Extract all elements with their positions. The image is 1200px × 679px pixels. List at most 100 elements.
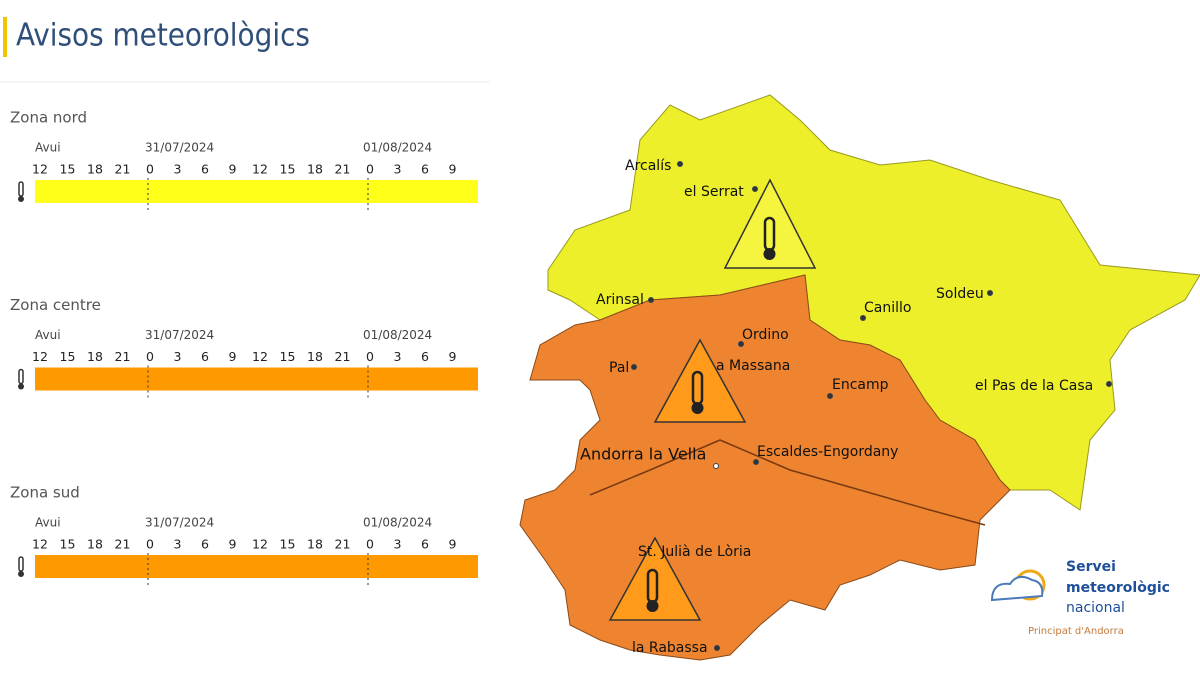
hour-label: 3 — [174, 162, 182, 177]
hour-label: 6 — [421, 349, 429, 364]
thermometer-icon — [18, 196, 24, 202]
hour-label: 3 — [174, 349, 182, 364]
place-label: la Rabassa — [632, 640, 708, 656]
hour-label: 9 — [229, 349, 237, 364]
hour-label: 3 — [394, 537, 402, 552]
day-label: Avui — [35, 328, 61, 342]
hour-label: 15 — [60, 162, 76, 177]
day-label: 01/08/2024 — [363, 516, 432, 530]
place-label: el Serrat — [684, 184, 744, 200]
day-label: 01/08/2024 — [363, 141, 432, 155]
hour-label: 18 — [307, 162, 323, 177]
place-label: Canillo — [864, 300, 911, 316]
hour-label: 12 — [32, 537, 48, 552]
place-label: Andorra la Vella — [580, 445, 706, 464]
hour-label: 3 — [394, 162, 402, 177]
day-label: 01/08/2024 — [363, 328, 432, 342]
warning-icon — [653, 338, 747, 423]
place-dot — [753, 459, 759, 465]
place-label: Escaldes-Engordany — [757, 444, 898, 460]
hour-label: 0 — [146, 162, 154, 177]
hour-label: 12 — [252, 162, 268, 177]
hour-label: 21 — [115, 162, 131, 177]
hour-label: 6 — [201, 349, 209, 364]
hour-label: 0 — [366, 349, 374, 364]
hour-label: 3 — [394, 349, 402, 364]
warning-bar — [35, 555, 478, 578]
hour-label: 15 — [280, 349, 296, 364]
hour-label: 6 — [201, 537, 209, 552]
logo-subtitle: Principat d'Andorra — [1028, 626, 1124, 637]
hour-label: 9 — [229, 537, 237, 552]
place-label: Arinsal — [596, 292, 644, 308]
zone-name: Zona sud — [10, 484, 80, 502]
hour-label: 9 — [229, 162, 237, 177]
place-label: el Pas de la Casa — [975, 378, 1093, 394]
zone-boundary — [589, 439, 986, 526]
warning-bar — [35, 367, 478, 391]
map: Arcalís el Serrat Arinsal Canillo Soldeu el P… — [519, 94, 1200, 661]
zones-panel: Zona nord Avui 31/07/2024 01/08/2024 12 15 18 2… — [10, 109, 478, 587]
hour-label: 21 — [115, 349, 131, 364]
hour-label: 3 — [174, 537, 182, 552]
hour-label: 6 — [201, 162, 209, 177]
day-label: Avui — [35, 516, 61, 530]
hour-label: 15 — [280, 162, 296, 177]
place-dot — [713, 463, 719, 469]
warning-icon — [608, 536, 702, 621]
place-dot — [827, 393, 833, 399]
place-dot — [677, 161, 683, 167]
place-label: Encamp — [832, 377, 889, 393]
day-label: Avui — [35, 141, 61, 155]
place-label: St. Julià de Lòria — [638, 544, 751, 560]
place-dot — [752, 186, 758, 192]
hour-label: 0 — [366, 537, 374, 552]
hour-label: 0 — [146, 537, 154, 552]
hour-label: 0 — [366, 162, 374, 177]
place-dot — [987, 290, 993, 296]
thermometer-icon — [18, 383, 24, 390]
thermometer-icon — [18, 571, 24, 577]
place-dot — [738, 341, 744, 347]
logo: Servei meteorològic nacional Principat d… — [990, 559, 1170, 637]
hour-label: 12 — [32, 349, 48, 364]
place-label: Pal — [609, 360, 629, 376]
place-dot — [1106, 381, 1112, 387]
hour-label: 6 — [421, 162, 429, 177]
hour-label: 18 — [307, 537, 323, 552]
zone-name: Zona centre — [10, 296, 101, 314]
place-label: Arcalís — [625, 158, 671, 174]
warning-bar — [35, 180, 478, 203]
hour-label: 21 — [335, 349, 351, 364]
logo-line: Servei — [1066, 559, 1116, 575]
place-label: a Massana — [716, 358, 790, 374]
hour-label: 18 — [87, 537, 103, 552]
place-dot — [631, 364, 637, 370]
hour-label: 9 — [449, 162, 457, 177]
day-label: 31/07/2024 — [145, 516, 214, 530]
place-label: Ordino — [742, 327, 789, 343]
hour-label: 12 — [252, 349, 268, 364]
place-dot — [714, 645, 720, 651]
hour-label: 15 — [60, 349, 76, 364]
hour-label: 15 — [280, 537, 296, 552]
hour-label: 18 — [87, 162, 103, 177]
title-accent — [3, 17, 7, 57]
hour-label: 18 — [87, 349, 103, 364]
hour-label: 21 — [115, 537, 131, 552]
day-label: 31/07/2024 — [145, 328, 214, 342]
hour-label: 21 — [335, 537, 351, 552]
place-dot — [860, 315, 866, 321]
hour-label: 9 — [449, 537, 457, 552]
hour-label: 12 — [32, 162, 48, 177]
logo-line: nacional — [1066, 600, 1125, 616]
warning-icon — [723, 178, 817, 269]
hour-label: 18 — [307, 349, 323, 364]
place-label: Soldeu — [936, 286, 984, 302]
hour-label: 21 — [335, 162, 351, 177]
hour-label: 6 — [421, 537, 429, 552]
hour-label: 15 — [60, 537, 76, 552]
page-title: Avisos meteorològics — [16, 18, 310, 54]
zone-name: Zona nord — [10, 109, 87, 127]
